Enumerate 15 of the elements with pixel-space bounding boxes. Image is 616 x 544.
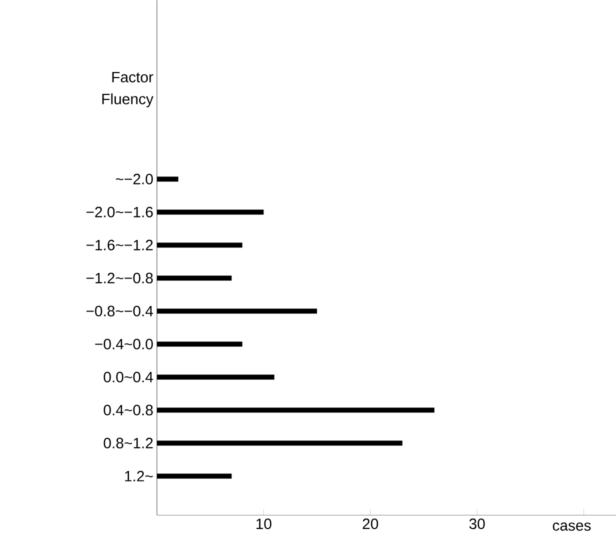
x-axis-title: cases — [552, 522, 591, 531]
chart-title: Factor Fluency — [102, 72, 154, 108]
y-tick-label: 0.8~1.2 — [104, 438, 153, 448]
x-tick-label: 30 — [469, 518, 485, 530]
x-tick-label: 20 — [362, 518, 378, 530]
y-tick-label: 0.0~0.4 — [104, 372, 153, 382]
y-tick-label: 0.4~0.8 — [104, 404, 153, 416]
y-tick-label: −1.2~−0.8 — [86, 272, 153, 284]
y-tick-label: −1.6~−1.2 — [86, 240, 153, 250]
y-tick-label: −2.0~−1.6 — [86, 206, 153, 218]
y-tick-label: 1.2~ — [125, 470, 153, 482]
y-tick-label: −0.8~−0.4 — [86, 306, 153, 316]
y-tick-label: ~−2.0 — [116, 174, 153, 184]
x-tick-label: 10 — [256, 518, 272, 530]
y-tick-label: −0.4~0.0 — [95, 338, 153, 350]
